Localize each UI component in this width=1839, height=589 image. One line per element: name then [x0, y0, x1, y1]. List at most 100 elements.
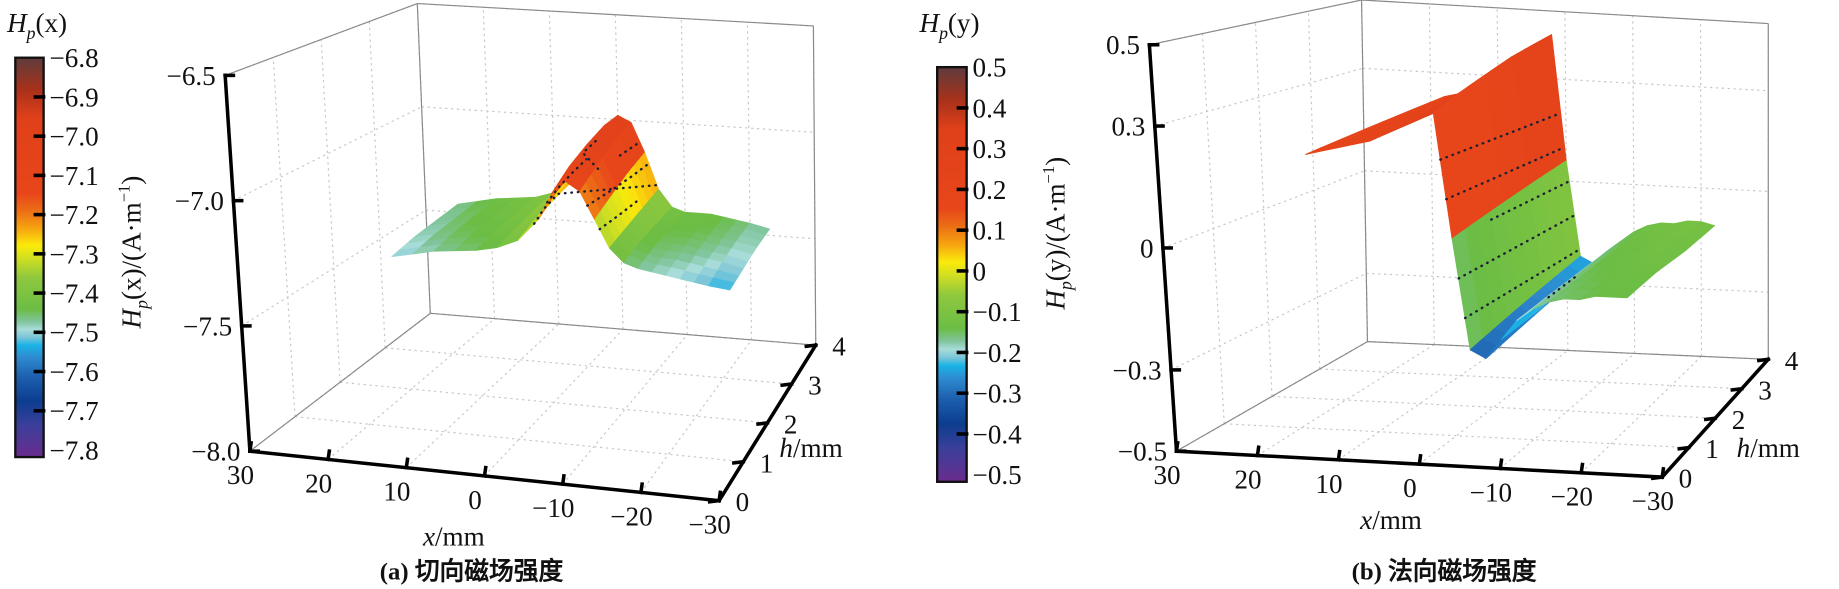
colorbar-tick-label: 0: [973, 256, 987, 286]
z-tick-label: 0.3: [1111, 111, 1145, 141]
x-tick-label: −20: [610, 501, 652, 531]
x-tick: [1498, 458, 1504, 471]
x-tick-label: −10: [532, 493, 574, 523]
floor-gridline: [1418, 349, 1569, 465]
floor-gridline: [562, 334, 688, 485]
x-tick: [326, 449, 332, 462]
colorbar-tick-label: −7.7: [50, 396, 99, 426]
floor-gridline: [1580, 355, 1702, 474]
z-label-close: ): [116, 176, 146, 185]
box-edge: [812, 25, 817, 346]
z-label-argument: (y)/(A·m: [1040, 183, 1070, 281]
colorbar-tick-label: 0.3: [973, 134, 1007, 164]
floor-gridline: [327, 318, 495, 460]
x-axis-unit: /mm: [1372, 505, 1422, 535]
h-tick-label: 2: [784, 410, 798, 440]
side-wall-gridline: [368, 21, 386, 348]
colorbar-tick-label: 0.5: [973, 53, 1007, 83]
x-axis-label: x/mm: [1359, 505, 1422, 535]
colorbar-gradient: [14, 56, 45, 459]
h-tick: [731, 459, 746, 465]
colorbar-tick-label: −7.3: [50, 239, 99, 269]
contour-line: [1445, 145, 1566, 201]
floor-gridline: [484, 328, 624, 477]
z-label-subscript: p: [131, 300, 151, 311]
floor-gridline: [1271, 395, 1716, 419]
x-tick-label: 20: [305, 468, 332, 498]
colorbar-title: Hp(y): [918, 8, 979, 43]
back-wall-gridline: [1496, 7, 1502, 348]
back-wall-gridline: [746, 22, 753, 340]
h-tick-label: 2: [1732, 405, 1746, 435]
side-wall-gridline: [1154, 67, 1363, 127]
z-tick-label: −6.5: [167, 61, 216, 91]
x-tick: [1417, 453, 1423, 467]
h-tick-label: 1: [760, 448, 774, 478]
colorbar-title-subscript: p: [25, 23, 36, 43]
x-axis-unit: /mm: [435, 521, 485, 551]
z-tick-label: 0.5: [1106, 30, 1140, 60]
h-axis-var: h: [779, 433, 793, 463]
h-tick: [1756, 357, 1771, 363]
z-axis-line: [223, 73, 252, 454]
box-edge: [1360, 0, 1369, 342]
colorbar-gradient: [936, 65, 968, 483]
z-tick-label: −8.0: [191, 437, 240, 467]
panel-caption: (a) 切向磁场强度: [380, 557, 564, 586]
x-tick-label: 10: [1315, 469, 1342, 499]
z-label-symbol: H: [1040, 289, 1070, 311]
colorbar-tick-label: −7.8: [50, 435, 99, 465]
x-tick-label: 10: [383, 477, 410, 507]
colorbar-title: Hp(x): [6, 8, 67, 43]
x-tick: [1336, 449, 1342, 462]
contour-line: [618, 140, 642, 157]
z-label-superscript: −1: [1039, 166, 1058, 184]
colorbar-tick-label: −7.5: [50, 318, 99, 348]
surface-patch: [1610, 287, 1638, 299]
x-tick-label: 20: [1234, 464, 1261, 494]
colorbar-title-subscript: p: [937, 23, 948, 43]
back-wall-gridline: [482, 7, 496, 319]
colorbar-tick-label: −7.6: [50, 357, 99, 387]
surface: [391, 114, 770, 291]
x-axis-label: x/mm: [422, 521, 485, 551]
box-edge: [1176, 341, 1368, 452]
colorbar-tick-label: −7.4: [50, 279, 100, 309]
colorbar: 0.5 0.4 0.3 0.2 0.1 0 −0.1 −0.2 −0.3 −0.4 −0.5 Hp(y…: [918, 8, 1022, 490]
box-edge: [224, 2, 418, 76]
h-tick-label: 3: [808, 371, 822, 401]
h-tick: [707, 498, 722, 504]
colorbar-tick-label: −7.2: [50, 200, 99, 230]
z-tick-label: 0: [1140, 233, 1154, 263]
colorbar-tick-label: −7.0: [50, 122, 99, 152]
contour-line: [1457, 214, 1576, 280]
side-wall-gridline: [1307, 11, 1321, 370]
x-tick-label: −30: [1632, 486, 1674, 516]
colorbar-title-symbol: H: [6, 8, 28, 38]
floor-gridline: [340, 381, 768, 424]
h-tick-label: 1: [1705, 434, 1719, 464]
x-tick: [482, 465, 488, 478]
h-tick-label: 0: [1679, 464, 1693, 494]
colorbar-tick-label: −0.3: [973, 379, 1022, 409]
contour-line: [598, 198, 640, 231]
side-wall-gridline: [1162, 170, 1365, 249]
surface: [1305, 34, 1715, 359]
h-tick: [1650, 475, 1665, 481]
z-tick-label: −0.5: [1118, 437, 1167, 467]
floor-gridline: [294, 416, 744, 463]
x-tick-label: −10: [1470, 477, 1512, 507]
colorbar: −6.8 −6.9 −7.0 −7.1 −7.2 −7.3 −7.4 −7.5 −7.6 −7.7…: [6, 8, 99, 466]
floor-gridline: [1224, 423, 1689, 449]
x-tick: [1174, 440, 1180, 454]
colorbar-tick-label: 0.4: [973, 93, 1007, 123]
colorbar-tick-label: −6.9: [50, 82, 99, 112]
x-tick-label: −30: [688, 510, 730, 540]
x-tick-label: 0: [1403, 473, 1417, 503]
x-tick-label: 30: [1154, 460, 1181, 490]
z-label-close: ): [1040, 157, 1070, 166]
colorbar-tick-label: −0.2: [973, 338, 1022, 368]
h-axis-label: h/mm: [1737, 433, 1800, 463]
